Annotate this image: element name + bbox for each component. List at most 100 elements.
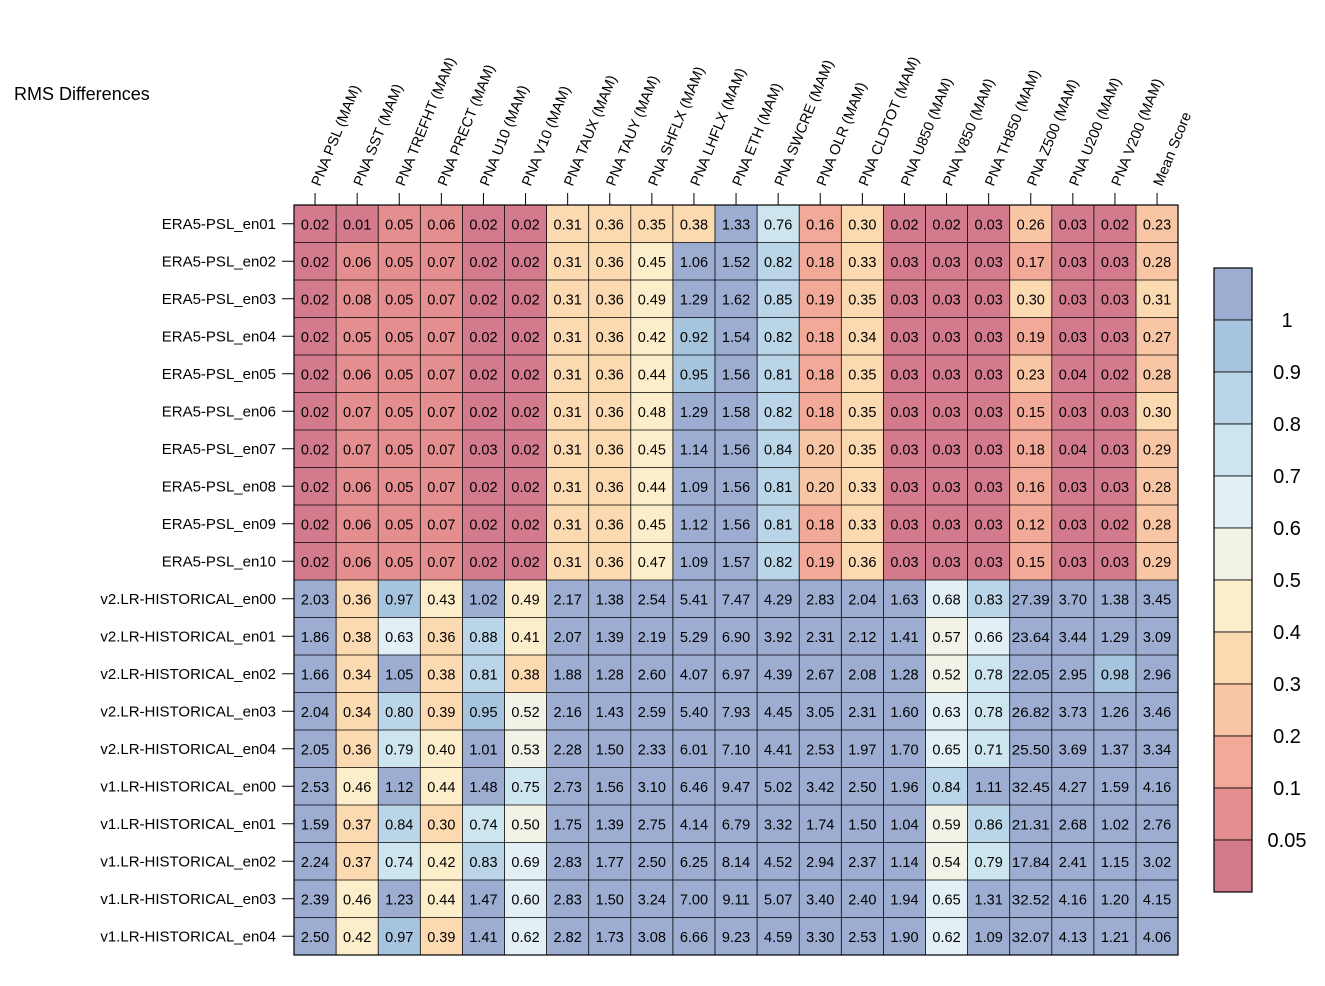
cell-value-label: 2.73 — [554, 780, 582, 796]
heatmap-cell — [841, 805, 884, 843]
heatmap-cell — [799, 805, 842, 843]
heatmap-cell — [1051, 692, 1095, 731]
cell-value-label: 0.69 — [511, 855, 539, 871]
cell-value-label: 1.31 — [975, 892, 1003, 908]
heatmap-cell — [336, 842, 379, 881]
heatmap-cell — [672, 430, 716, 468]
cell-value-label: 0.03 — [932, 442, 960, 458]
heatmap-cell — [378, 692, 421, 731]
cell-value-label: 0.07 — [427, 255, 455, 271]
cell-value-label: 0.45 — [638, 517, 666, 533]
heatmap-cell — [546, 505, 590, 543]
heatmap-cell — [294, 205, 337, 243]
heatmap-cell — [1093, 430, 1137, 468]
cell-value-label: 0.03 — [932, 330, 960, 346]
heatmap-cell — [1136, 917, 1179, 956]
heatmap-cell — [715, 617, 758, 656]
cell-value-label: 0.02 — [511, 292, 539, 308]
heatmap-cell — [1093, 692, 1137, 731]
cell-value-label: 1.06 — [680, 255, 708, 271]
heatmap-cell — [883, 842, 926, 881]
cell-value-label: 0.07 — [343, 442, 371, 458]
cell-value-label: 2.94 — [806, 855, 834, 871]
cell-value-label: 0.19 — [1017, 330, 1045, 346]
cell-value-label: 0.03 — [932, 555, 960, 571]
heatmap-cell — [925, 505, 969, 543]
cell-value-label: 0.02 — [511, 517, 539, 533]
heatmap-cell — [967, 692, 1011, 731]
row-label: v2.LR-HISTORICAL_en04 — [100, 741, 276, 758]
heatmap-cell — [546, 805, 590, 843]
cell-value-label: 0.82 — [764, 555, 792, 571]
colorbar-tick-label: 0.3 — [1273, 674, 1301, 696]
colorbar-tick-label: 0.2 — [1273, 726, 1301, 748]
heatmap-cell — [672, 580, 716, 618]
cell-value-label: 0.03 — [890, 405, 918, 421]
heatmap-cell — [715, 730, 758, 768]
heatmap-cell — [672, 730, 716, 768]
heatmap-cell — [630, 280, 674, 318]
cell-value-label: 1.56 — [722, 480, 750, 496]
cell-value-label: 0.03 — [469, 442, 497, 458]
cell-value-label: 0.68 — [932, 592, 960, 608]
heatmap-cell — [294, 430, 337, 468]
heatmap-cell — [294, 280, 337, 318]
heatmap-cell — [1136, 467, 1179, 506]
colorbar-bin — [1213, 787, 1253, 841]
heatmap-cell — [715, 692, 758, 731]
heatmap-cell — [378, 730, 421, 768]
heatmap-cell — [504, 505, 548, 543]
heatmap-cell — [967, 430, 1011, 468]
cell-value-label: 27.39 — [1012, 591, 1050, 607]
heatmap-cell — [588, 692, 632, 731]
cell-value-label: 4.15 — [1143, 892, 1171, 908]
heatmap-cell — [925, 392, 969, 431]
cell-value-label: 0.31 — [554, 217, 582, 233]
cell-value-label: 1.04 — [890, 817, 918, 833]
heatmap-cell — [841, 355, 884, 393]
heatmap-cell — [925, 917, 969, 956]
cell-value-label: 0.59 — [932, 817, 960, 833]
cell-value-label: 0.49 — [638, 292, 666, 308]
cell-value-label: 0.42 — [343, 930, 371, 946]
cell-value-label: 3.40 — [806, 892, 834, 908]
heatmap-cell — [462, 392, 505, 431]
heatmap-cell — [841, 242, 884, 281]
cell-value-label: 0.63 — [385, 630, 413, 646]
cell-value-label: 2.76 — [1143, 817, 1171, 833]
heatmap-cell — [967, 242, 1011, 281]
cell-value-label: 0.34 — [343, 705, 371, 721]
heatmap-cell — [420, 467, 463, 506]
heatmap-cell — [1093, 880, 1137, 918]
cell-value-label: 2.75 — [638, 817, 666, 833]
cell-value-label: 0.36 — [596, 292, 624, 308]
cell-value-label: 2.53 — [301, 780, 329, 796]
cell-value-label: 1.38 — [596, 592, 624, 608]
cell-value-label: 0.33 — [848, 517, 876, 533]
heatmap-cell — [883, 542, 926, 581]
cell-value-label: 2.37 — [848, 855, 876, 871]
heatmap-cell — [378, 430, 421, 468]
heatmap-cell — [925, 242, 969, 281]
heatmap-cell — [967, 917, 1011, 956]
cell-value-label: 32.45 — [1012, 779, 1050, 795]
cell-value-label: 0.36 — [596, 480, 624, 496]
heatmap-cell — [294, 505, 337, 543]
cell-value-label: 1.97 — [848, 742, 876, 758]
row-label: v1.LR-HISTORICAL_en02 — [100, 853, 276, 870]
colorbar-bin — [1213, 371, 1253, 425]
heatmap-cell — [757, 242, 800, 281]
heatmap-cell — [1136, 392, 1179, 431]
row-label: ERA5-PSL_en05 — [162, 366, 276, 383]
cell-value-label: 0.31 — [1143, 292, 1171, 308]
cell-value-label: 0.03 — [1101, 405, 1129, 421]
cell-value-label: 3.08 — [638, 930, 666, 946]
heatmap-cell — [294, 355, 337, 393]
cell-value-label: 22.05 — [1012, 666, 1050, 682]
heatmap-cell — [715, 917, 758, 956]
heatmap-cell — [1009, 430, 1053, 468]
heatmap-cell — [841, 542, 884, 581]
heatmap-cell — [757, 505, 800, 543]
cell-value-label: 0.52 — [511, 705, 539, 721]
cell-value-label: 0.02 — [301, 330, 329, 346]
